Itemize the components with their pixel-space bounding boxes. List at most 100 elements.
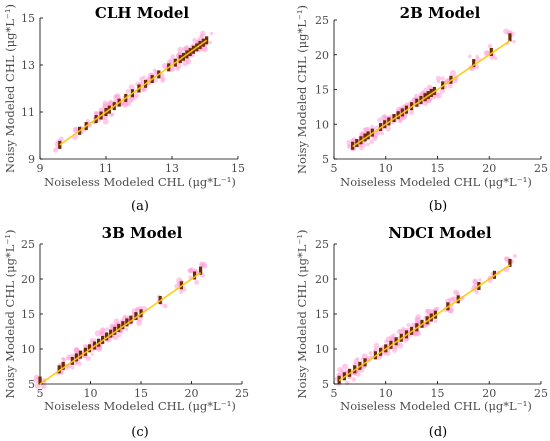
noise-mark bbox=[383, 352, 387, 356]
noise-mark bbox=[435, 75, 441, 81]
noise-mark bbox=[414, 330, 422, 337]
noise-mark bbox=[414, 93, 419, 98]
x-axis-label: Noiseless Modeled CHL (μg*L⁻¹) bbox=[44, 399, 236, 413]
noise-mark bbox=[447, 83, 453, 89]
noise-mark bbox=[58, 136, 64, 142]
noise-mark bbox=[102, 118, 109, 125]
y-tick-label: 11 bbox=[21, 106, 35, 119]
noise-mark bbox=[101, 328, 106, 333]
noise-mark bbox=[467, 54, 472, 59]
x-tick-label: 25 bbox=[235, 387, 249, 400]
noise-mark bbox=[439, 88, 445, 94]
y-axis-label: Noisy Modeled CHL (μg*L⁻¹) bbox=[3, 229, 17, 398]
noise-mark bbox=[369, 139, 374, 144]
noise-mark bbox=[110, 112, 115, 117]
x-tick-label: 25 bbox=[534, 162, 548, 175]
noise-mark bbox=[504, 256, 509, 261]
panel-title: CLH Model bbox=[95, 4, 190, 22]
x-tick-label: 15 bbox=[431, 162, 445, 175]
data-point bbox=[125, 318, 129, 327]
y-tick-label: 10 bbox=[315, 343, 329, 356]
noise-mark bbox=[440, 76, 445, 81]
noise-mark bbox=[389, 335, 395, 341]
noise-mark bbox=[351, 377, 357, 382]
noise-mark bbox=[415, 318, 420, 324]
noise-mark bbox=[124, 327, 129, 332]
noise-mark bbox=[142, 75, 146, 79]
x-tick-label: 5 bbox=[37, 387, 44, 400]
noise-mark bbox=[361, 353, 368, 360]
noise-mark bbox=[142, 86, 148, 92]
x-tick-label: 25 bbox=[534, 387, 548, 400]
noise-mark bbox=[73, 347, 80, 353]
x-tick-label: 15 bbox=[431, 387, 445, 400]
noise-mark bbox=[73, 361, 79, 366]
noise-mark bbox=[34, 374, 39, 380]
x-tick-label: 13 bbox=[165, 162, 179, 175]
noise-mark bbox=[341, 363, 349, 370]
y-tick-label: 25 bbox=[315, 238, 329, 251]
noise-mark bbox=[105, 327, 110, 331]
noise-mark bbox=[135, 93, 140, 98]
data-point bbox=[87, 344, 92, 353]
noise-mark bbox=[170, 54, 175, 59]
data-point bbox=[113, 326, 117, 335]
y-tick-label: 20 bbox=[315, 273, 329, 286]
x-axis-label: Noiseless Modeled CHL (μg*L⁻¹) bbox=[340, 175, 532, 189]
noise-mark bbox=[55, 145, 60, 150]
y-tick-label: 25 bbox=[21, 238, 35, 251]
noise-mark bbox=[396, 106, 402, 113]
x-axis-label: Noiseless Modeled CHL (μg*L⁻¹) bbox=[44, 175, 236, 189]
noise-mark bbox=[408, 109, 415, 116]
noise-mark bbox=[512, 254, 517, 259]
data-point bbox=[134, 312, 138, 321]
noise-mark bbox=[346, 139, 352, 145]
noise-mark bbox=[94, 330, 102, 337]
data-point bbox=[74, 353, 78, 362]
x-tick-label: 10 bbox=[379, 387, 393, 400]
x-tick-label: 15 bbox=[134, 387, 148, 400]
y-tick-label: 15 bbox=[315, 308, 329, 321]
data-point bbox=[38, 376, 42, 385]
x-tick-label: 5 bbox=[331, 162, 338, 175]
noise-mark bbox=[89, 338, 94, 343]
x-tick-label: 9 bbox=[37, 162, 44, 175]
noise-mark bbox=[368, 351, 373, 355]
noise-mark bbox=[92, 338, 97, 342]
noise-mark bbox=[380, 114, 388, 121]
data-point bbox=[472, 59, 476, 68]
noise-mark bbox=[432, 96, 437, 100]
noise-mark bbox=[435, 92, 440, 97]
x-tick-label: 5 bbox=[331, 387, 338, 400]
y-tick-label: 9 bbox=[28, 153, 35, 166]
noise-mark bbox=[406, 322, 411, 328]
noise-mark bbox=[451, 297, 456, 302]
noise-mark bbox=[373, 125, 380, 133]
noise-mark bbox=[394, 345, 399, 349]
noise-mark bbox=[493, 56, 498, 61]
noise-mark bbox=[398, 119, 402, 124]
data-point bbox=[198, 266, 203, 275]
y-tick-label: 10 bbox=[315, 118, 329, 131]
noise-mark bbox=[401, 326, 405, 331]
noise-mark bbox=[162, 62, 168, 69]
noise-mark bbox=[455, 291, 460, 296]
y-tick-label: 25 bbox=[315, 14, 329, 27]
identity-line bbox=[352, 40, 511, 148]
data-point bbox=[489, 47, 493, 56]
y-tick-label: 5 bbox=[28, 378, 35, 391]
noise-mark bbox=[114, 93, 120, 99]
panel-label: (a) bbox=[131, 199, 149, 214]
y-axis-label: Noisy Modeled CHL (μg*L⁻¹) bbox=[295, 5, 309, 174]
x-tick-label: 20 bbox=[482, 387, 496, 400]
y-tick-label: 20 bbox=[21, 273, 35, 286]
panel-label: (c) bbox=[131, 425, 148, 440]
panel-label: (b) bbox=[429, 199, 447, 214]
x-axis-label: Noiseless Modeled CHL (μg*L⁻¹) bbox=[340, 399, 532, 413]
data-point bbox=[61, 361, 65, 370]
noise-mark bbox=[373, 347, 379, 353]
noise-mark bbox=[436, 79, 441, 84]
